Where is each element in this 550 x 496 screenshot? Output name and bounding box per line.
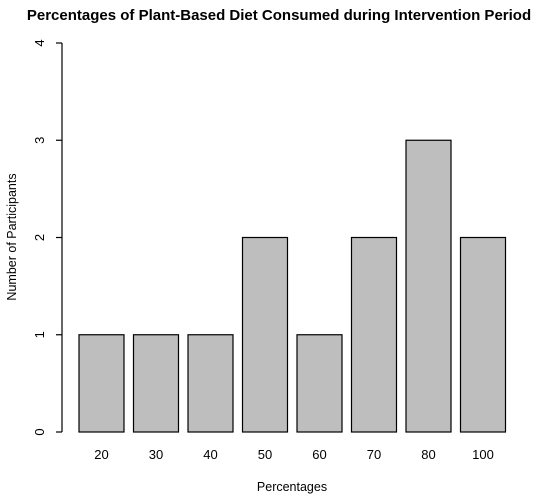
x-tick-label-80: 80 — [421, 447, 435, 462]
bar-70 — [350, 236, 398, 433]
bar-80 — [405, 139, 452, 433]
y-tick-label-1: 1 — [32, 331, 47, 338]
x-axis-label: Percentages — [257, 480, 327, 494]
x-tick-label-30: 30 — [149, 447, 163, 462]
x-tick-labels: 20 30 40 50 60 70 80 100 — [94, 447, 494, 462]
bar-50 — [241, 236, 289, 433]
bar-30 — [132, 334, 180, 433]
y-axis-label: Number of Participants — [5, 173, 19, 300]
bars-group — [78, 139, 507, 433]
y-tick-label-3: 3 — [32, 137, 47, 144]
chart-title: Percentages of Plant-Based Diet Consumed… — [27, 7, 531, 24]
y-tick-label-2: 2 — [32, 234, 47, 241]
bar-20 — [78, 334, 125, 433]
bar-60 — [296, 334, 343, 433]
x-tick-label-40: 40 — [203, 447, 217, 462]
x-tick-label-100: 100 — [472, 447, 494, 462]
x-tick-label-50: 50 — [258, 447, 272, 462]
y-tick-label-0: 0 — [32, 428, 47, 435]
x-tick-label-70: 70 — [367, 447, 381, 462]
bar-40 — [187, 334, 234, 433]
y-tick-label-4: 4 — [32, 39, 47, 46]
x-tick-label-20: 20 — [94, 447, 108, 462]
bar-100 — [459, 236, 507, 433]
y-axis: 0 1 2 3 4 — [32, 39, 63, 436]
x-tick-label-60: 60 — [312, 447, 326, 462]
